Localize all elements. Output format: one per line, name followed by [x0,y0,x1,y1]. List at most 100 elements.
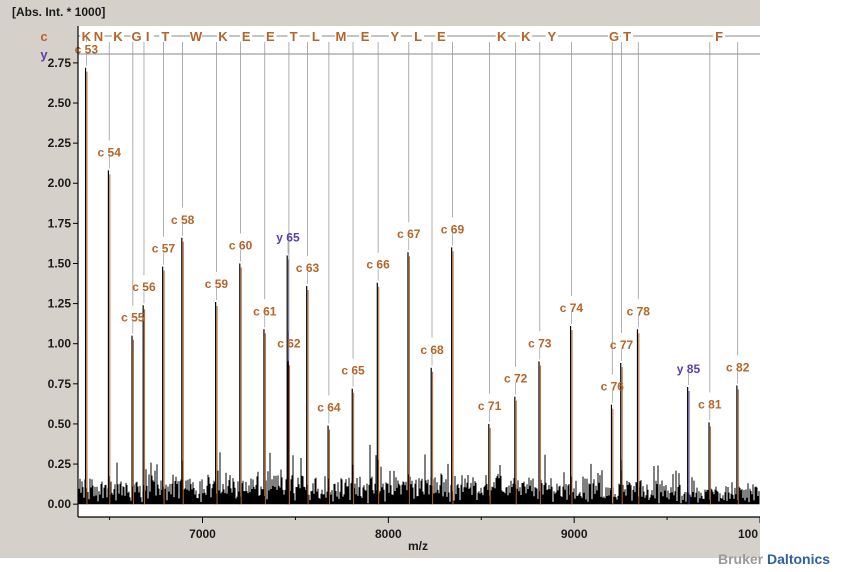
peak-label: c 63 [296,261,320,275]
peak-label: c 66 [366,258,390,272]
y-tick-label: 2.25 [48,136,72,150]
peak-label: c 72 [504,372,528,386]
y-tick-label: 0.75 [48,377,72,391]
peak-label: c 67 [397,227,421,241]
plot-area [78,26,760,517]
c-series-label: c [40,29,47,44]
sequence-residue: K [497,29,507,44]
peak-label: c 77 [610,338,634,352]
sequence-residue: F [715,29,723,44]
sequence-residue-bg [80,28,93,43]
sequence-residue: N [94,29,103,44]
peak-label: c 69 [441,222,465,236]
peak-labels: c 53 c 54 c 55 c 56 c 57 c 58 c 59 c 60 c 61 y 65… [75,43,750,424]
sequence-residue: G [131,29,141,44]
peak-label: c 54 [98,145,122,159]
sequence-ladder: cyK N K G I T W K E E T L M E Y L E K K Y G T F [40,28,760,396]
y-tick-label: 2.00 [48,176,72,190]
peak-label: c 78 [627,304,651,318]
brand-name-part2: Daltonics [767,551,831,567]
y-tick-label: 2.75 [48,56,72,70]
y-tick-label: 1.50 [48,256,72,270]
peak-label: y 65 [276,230,300,244]
sequence-residue: L [414,29,422,44]
peak-label: c 65 [341,364,365,378]
peak-label: c 57 [152,242,176,256]
sequence-residue-bg [359,28,372,43]
sequence-residue: K [82,29,92,44]
peak-label: c 60 [229,238,253,252]
peak-label: c 64 [317,401,341,415]
sequence-residue-bg [713,28,726,43]
sequence-residue-bg [264,28,277,43]
sequence-residue: W [190,29,203,44]
mass-spectrum-chart: cyK N K G I T W K E E T L M E Y L E K K Y G T F c 53c 54c 55c … [12,5,760,553]
sequence-residue-bg [287,28,300,43]
peak-label: c 71 [478,399,502,413]
y-tick-label: 1.75 [48,216,72,230]
sequence-residue-bg [608,28,621,43]
peak-label: c 68 [420,343,444,357]
x-axis-title: m/z [408,539,428,553]
noise-trace [78,444,760,505]
sequence-residue-bg [545,28,558,43]
y-series-label: y [40,47,48,62]
sequence-residue-bg [334,28,347,43]
sequence-residue-bg [309,28,322,43]
sequence-residue-bg [519,28,532,43]
sequence-residue-bg [240,28,253,43]
peak-label: c 82 [726,360,750,374]
peak-label: c 55 [121,311,145,325]
bruker-daltonics-logo: Bruker Daltonics [718,551,830,567]
sequence-residue-bg [130,28,143,43]
sequence-residue-bg [141,28,154,43]
x-tick-label: 100 [738,527,758,541]
noise-baseline [78,444,760,505]
sequence-residue-bg [111,28,124,43]
x-tick-label: 7000 [189,527,216,541]
sequence-residue: E [361,29,370,44]
sequence-residue: G [609,29,619,44]
sequence-residue: I [146,29,150,44]
sequence-residue-bg [92,28,105,43]
peak-label: c 62 [277,336,301,350]
sequence-residue: E [437,29,446,44]
sequence-residue: T [290,29,298,44]
sequence-residue-bg [216,28,229,43]
sequence-residue: E [242,29,251,44]
peak-label: c 81 [698,397,722,411]
peak-label: c 56 [132,280,156,294]
sequence-residue: K [113,29,123,44]
sequence-residue-bg [159,28,172,43]
sequence-residue-bg [190,28,203,43]
peak-label: c 59 [205,277,229,291]
y-tick-label: 0.25 [48,457,72,471]
brand-name-part1: Bruker [718,551,768,567]
y-tick-label: 1.00 [48,337,72,351]
sequence-residue: Y [391,29,400,44]
peak-label: y 85 [677,362,701,376]
sequence-residue: M [336,29,347,44]
peak-label: c 61 [253,304,277,318]
sequence-residue: T [623,29,631,44]
peak-label: c 53 [75,43,99,57]
peak-label: c 58 [171,213,195,227]
peak-label: c 74 [560,301,584,315]
sequence-residue: T [161,29,169,44]
y-tick-label: 0.00 [48,497,72,511]
peak-label: c 73 [528,336,552,350]
sequence-residue-bg [388,28,401,43]
sequence-residue: Y [548,29,557,44]
sequence-residue: L [312,29,320,44]
y-tick-label: 1.25 [48,297,72,311]
y-tick-label: 0.50 [48,417,72,431]
sequence-residue-bg [621,28,634,43]
sequence-residue-bg [495,28,508,43]
sequence-residue: E [266,29,275,44]
x-tick-label: 9000 [561,527,588,541]
peak-label: c 76 [601,380,625,394]
x-tick-label: 8000 [375,527,402,541]
y-axis-title: [Abs. Int. * 1000] [12,5,105,19]
axes: 0.00 0.25 0.50 0.75 1.00 1.25 1.50 1.75 2.00 2.25… [12,5,760,553]
